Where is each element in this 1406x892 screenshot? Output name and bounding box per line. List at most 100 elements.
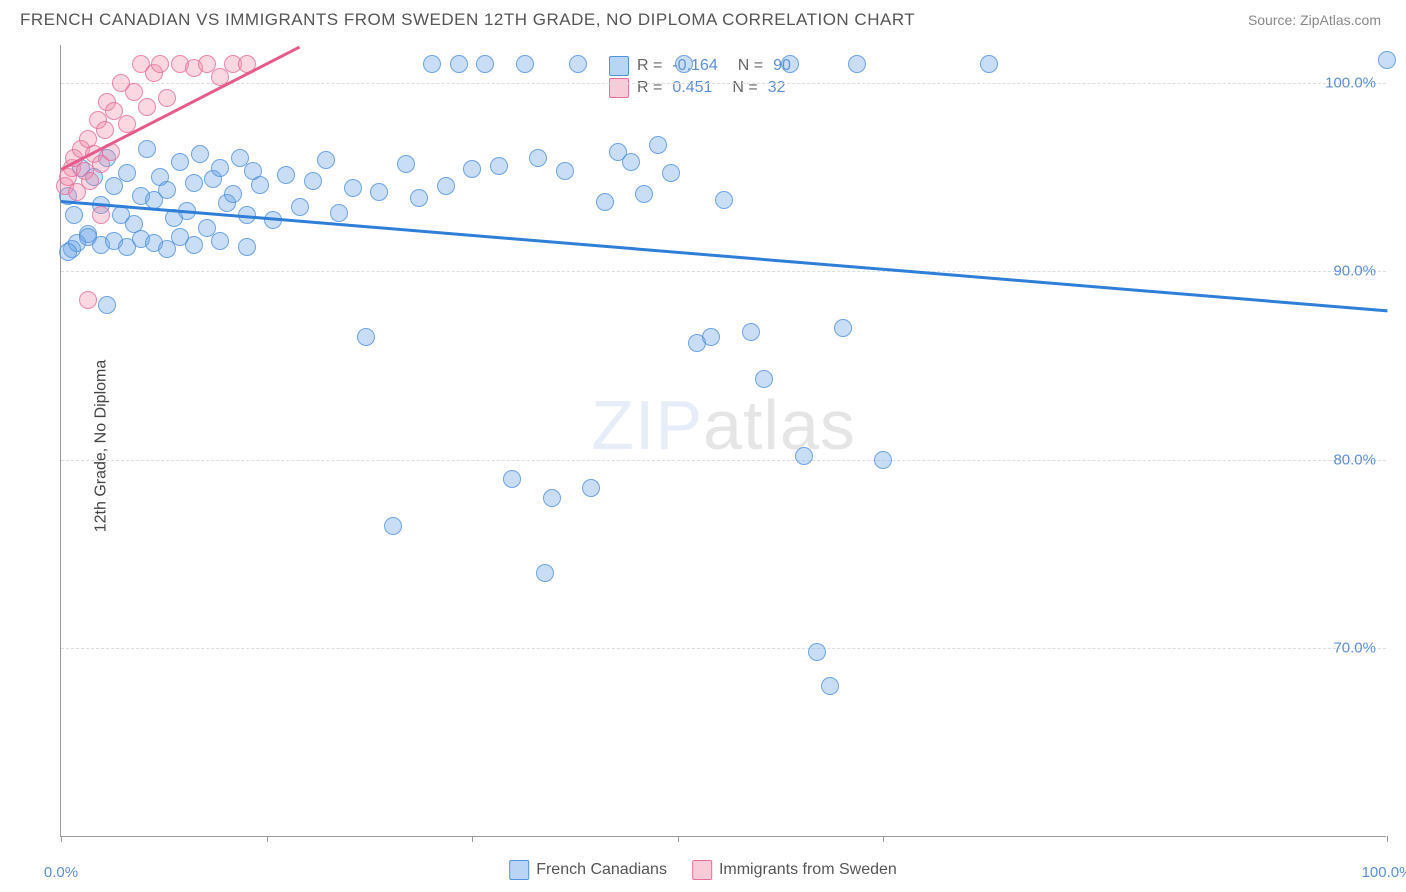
scatter-point	[742, 323, 760, 341]
legend-label: Immigrants from Sweden	[719, 861, 897, 879]
legend-item: Immigrants from Sweden	[692, 860, 897, 880]
legend-swatch	[692, 860, 712, 880]
scatter-point	[980, 55, 998, 73]
scatter-point	[437, 177, 455, 195]
legend-correlation: R =-0.164N =90R =0.451N =32	[601, 50, 799, 104]
scatter-point	[715, 191, 733, 209]
legend-item: French Canadians	[509, 860, 667, 880]
scatter-point	[834, 319, 852, 337]
scatter-point	[410, 189, 428, 207]
x-tick	[472, 836, 473, 842]
x-tick	[61, 836, 62, 842]
scatter-point	[138, 98, 156, 116]
scatter-point	[397, 155, 415, 173]
y-tick-label: 100.0%	[1325, 74, 1376, 91]
scatter-point	[702, 328, 720, 346]
chart-container: FRENCH CANADIAN VS IMMIGRANTS FROM SWEDE…	[0, 0, 1406, 892]
watermark-zip: ZIP	[591, 386, 703, 464]
y-tick-label: 90.0%	[1333, 263, 1376, 280]
scatter-point	[317, 151, 335, 169]
scatter-point	[185, 236, 203, 254]
scatter-point	[649, 136, 667, 154]
scatter-point	[277, 166, 295, 184]
scatter-point	[330, 204, 348, 222]
scatter-point	[423, 55, 441, 73]
scatter-point	[59, 243, 77, 261]
r-label: R =	[637, 57, 662, 75]
title-bar: FRENCH CANADIAN VS IMMIGRANTS FROM SWEDE…	[0, 0, 1406, 35]
scatter-point	[224, 185, 242, 203]
scatter-point	[291, 198, 309, 216]
scatter-point	[582, 479, 600, 497]
scatter-point	[79, 291, 97, 309]
scatter-point	[1378, 51, 1396, 69]
scatter-point	[569, 55, 587, 73]
scatter-point	[81, 172, 99, 190]
y-tick-label: 80.0%	[1333, 451, 1376, 468]
scatter-point	[795, 447, 813, 465]
watermark: ZIPatlas	[591, 385, 856, 465]
scatter-point	[781, 55, 799, 73]
scatter-point	[344, 179, 362, 197]
scatter-point	[98, 296, 116, 314]
scatter-point	[635, 185, 653, 203]
scatter-point	[171, 153, 189, 171]
gridline	[61, 460, 1386, 461]
scatter-point	[662, 164, 680, 182]
legend-row: R =-0.164N =90	[609, 56, 791, 76]
scatter-point	[138, 140, 156, 158]
scatter-point	[151, 55, 169, 73]
x-tick	[883, 836, 884, 842]
scatter-point	[65, 206, 83, 224]
scatter-point	[384, 517, 402, 535]
scatter-point	[211, 232, 229, 250]
chart-title: FRENCH CANADIAN VS IMMIGRANTS FROM SWEDE…	[20, 10, 915, 30]
scatter-point	[874, 451, 892, 469]
r-label: R =	[637, 79, 662, 97]
scatter-point	[92, 206, 110, 224]
legend-swatch	[509, 860, 529, 880]
legend-label: French Canadians	[536, 861, 667, 879]
gridline	[61, 648, 1386, 649]
scatter-point	[304, 172, 322, 190]
plot-area: ZIPatlas R =-0.164N =90R =0.451N =32 70.…	[60, 45, 1386, 837]
scatter-point	[675, 55, 693, 73]
scatter-point	[543, 489, 561, 507]
legend-row: R =0.451N =32	[609, 78, 791, 98]
legend-series: French Canadians Immigrants from Sweden	[509, 860, 897, 880]
n-label: N =	[738, 57, 763, 75]
trend-line	[61, 200, 1387, 312]
source-label: Source: ZipAtlas.com	[1248, 12, 1381, 28]
scatter-point	[125, 83, 143, 101]
scatter-point	[596, 193, 614, 211]
x-tick-label: 100.0%	[1362, 864, 1406, 881]
x-tick	[1387, 836, 1388, 842]
legend-swatch	[609, 78, 629, 98]
scatter-point	[370, 183, 388, 201]
scatter-point	[529, 149, 547, 167]
scatter-point	[503, 470, 521, 488]
scatter-point	[118, 164, 136, 182]
scatter-point	[476, 55, 494, 73]
legend-swatch	[609, 56, 629, 76]
scatter-point	[251, 176, 269, 194]
scatter-point	[755, 370, 773, 388]
x-tick-label: 0.0%	[44, 864, 78, 881]
scatter-point	[536, 564, 554, 582]
gridline	[61, 271, 1386, 272]
scatter-point	[556, 162, 574, 180]
scatter-point	[490, 157, 508, 175]
scatter-point	[357, 328, 375, 346]
scatter-point	[450, 55, 468, 73]
scatter-point	[105, 177, 123, 195]
n-label: N =	[732, 79, 757, 97]
scatter-point	[516, 55, 534, 73]
x-tick	[267, 836, 268, 842]
gridline	[61, 83, 1386, 84]
scatter-point	[463, 160, 481, 178]
r-value: 0.451	[672, 79, 712, 97]
scatter-point	[622, 153, 640, 171]
scatter-point	[848, 55, 866, 73]
scatter-point	[211, 159, 229, 177]
scatter-point	[158, 89, 176, 107]
